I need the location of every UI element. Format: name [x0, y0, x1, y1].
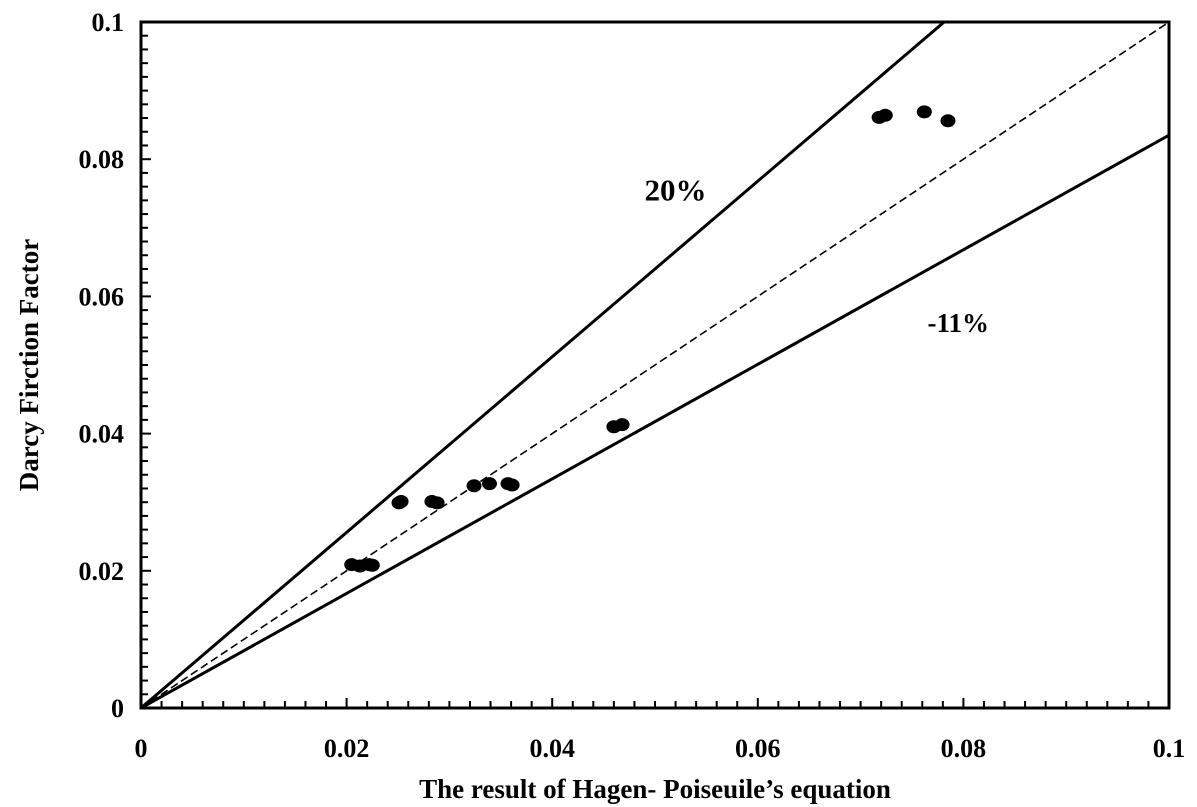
data-points [344, 105, 956, 573]
x-tick-label: 0.08 [941, 734, 987, 763]
y-tick-label: 0.1 [92, 8, 125, 37]
data-point [364, 558, 380, 572]
data-point [429, 496, 445, 510]
x-tick-label: 0 [135, 734, 148, 763]
y-tick-labels: 0 0.02 0.04 0.06 0.08 0.1 [79, 8, 125, 723]
minor-ticks [141, 34, 1150, 708]
annotation-label: 20% [645, 172, 707, 207]
data-point [466, 479, 482, 493]
x-axis-title: The result of Hagen- Poiseuile’s equatio… [419, 774, 891, 804]
reference-line-upper [141, 22, 947, 708]
y-tick-label: 0.04 [79, 420, 125, 449]
x-tick-label: 0.06 [735, 734, 781, 763]
x-tick-label: 0.1 [1153, 734, 1186, 763]
x-tick-labels: 0 0.02 0.04 0.06 0.08 0.1 [135, 734, 1186, 763]
reference-lines [141, 22, 1169, 708]
data-point [481, 477, 497, 491]
data-point [393, 495, 409, 509]
annotations: 20% -11% [645, 172, 989, 338]
x-tick-label: 0.02 [324, 734, 370, 763]
y-tick-label: 0.06 [79, 282, 125, 311]
annotation-label: -11% [928, 308, 990, 338]
y-tick-label: 0.08 [79, 145, 125, 174]
data-point [940, 114, 956, 128]
y-tick-label: 0 [111, 694, 124, 723]
reference-line-parity [141, 22, 1169, 708]
y-axis-title: Darcy Firction Factor [14, 239, 44, 491]
data-point [916, 105, 932, 119]
reference-line-lower [141, 133, 1169, 708]
y-tick-label: 0.02 [79, 557, 125, 586]
x-tick-label: 0.04 [529, 734, 575, 763]
data-point [614, 418, 630, 432]
data-point [877, 108, 893, 122]
data-point [504, 478, 520, 492]
